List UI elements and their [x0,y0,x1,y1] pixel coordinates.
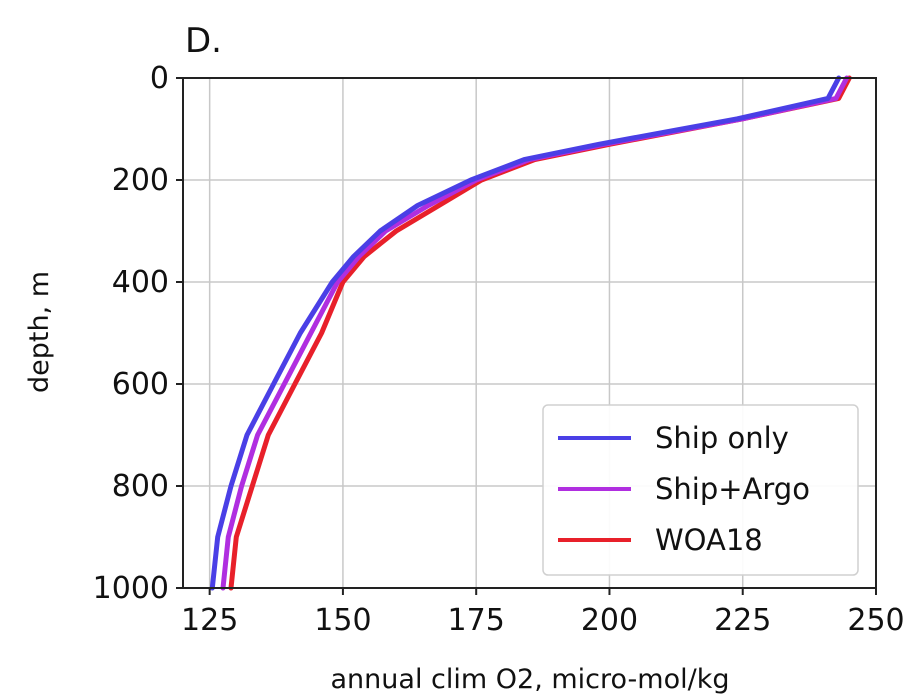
y-tick-label: 1000 [93,571,169,606]
y-axis-title: depth, m [24,271,55,393]
x-tick-label: 200 [581,603,638,638]
plot-frame [182,77,877,589]
legend-box [542,404,859,576]
y-tick-label: 200 [112,163,169,198]
x-axis-title: annual clim O2, micro-mol/kg [331,664,730,695]
panel-label: D. [185,21,222,61]
series-line [209,75,842,591]
legend-label: Ship+Argo [655,472,810,506]
y-tick-label: 600 [112,367,169,402]
y-tick-label: 0 [150,61,169,96]
x-tick-label: 125 [181,603,238,638]
y-tick-label: 800 [112,469,169,504]
x-tick-label: 175 [448,603,505,638]
legend-label: WOA18 [655,523,763,557]
x-tick-label: 250 [847,603,904,638]
x-axis: 125 150 175 200 225 250 [181,588,905,638]
legend-label: Ship only [655,421,789,455]
legend: Ship only Ship+Argo WOA18 [542,404,859,576]
series-lines [209,75,852,591]
x-tick-label: 225 [714,603,771,638]
y-axis: 0 200 400 600 800 1000 [93,61,183,606]
y-tick-label: 400 [112,265,169,300]
x-tick-label: 150 [314,603,371,638]
